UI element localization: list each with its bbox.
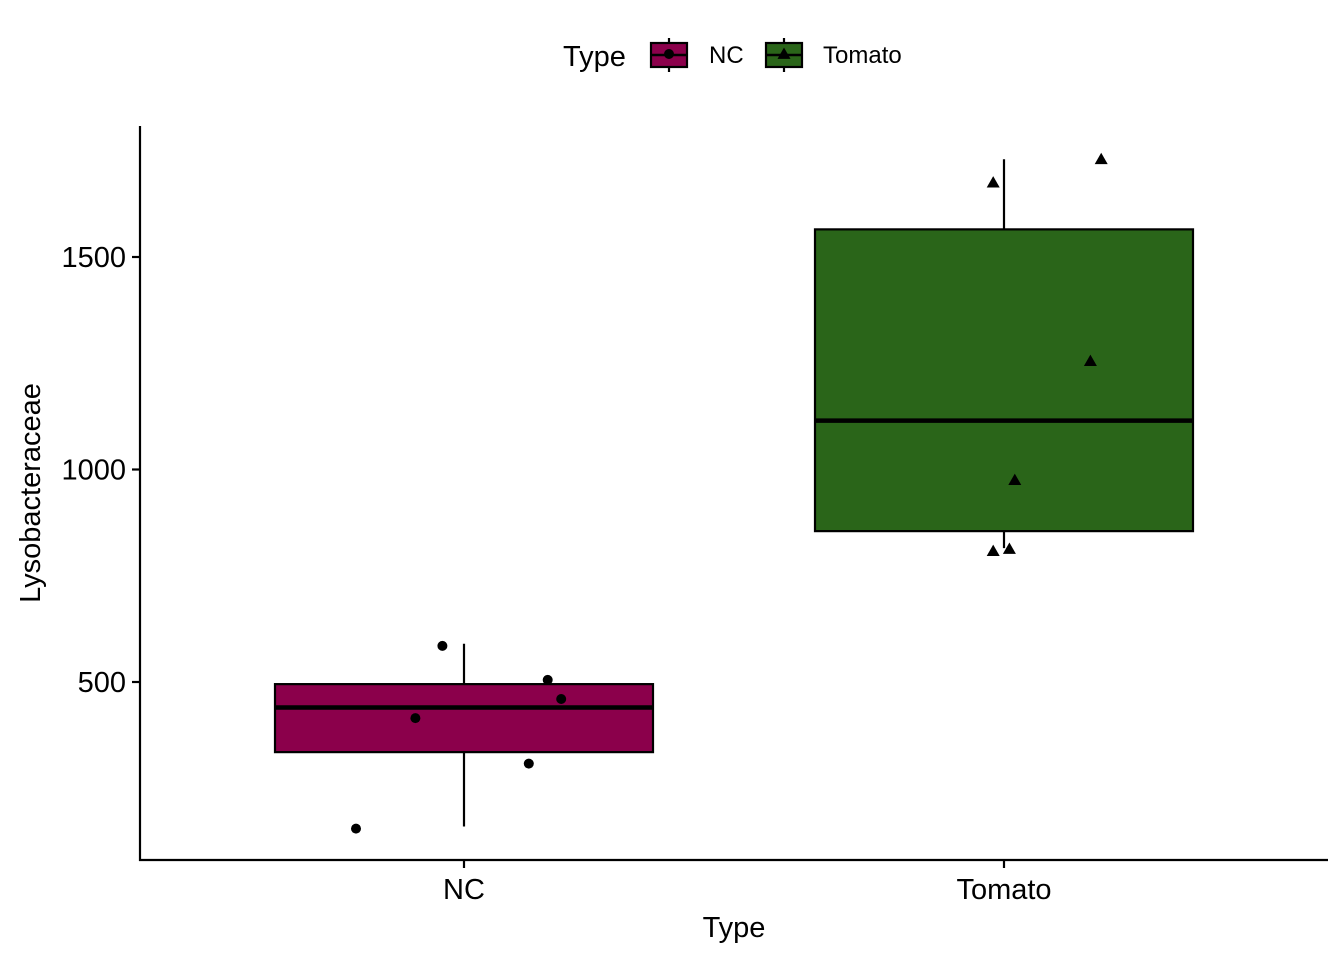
x-tick-label: Tomato (956, 874, 1051, 906)
data-point-nc (542, 674, 553, 685)
data-point-nc (523, 758, 534, 769)
box-tomato (813, 159, 1195, 549)
data-point-tomato (1083, 354, 1097, 366)
data-point-tomato (1094, 152, 1108, 165)
data-point-nc (556, 694, 567, 704)
x-axis-title: Type (703, 912, 766, 944)
legend-label: NC (709, 42, 744, 69)
legend: Type NC Tomato (563, 38, 902, 73)
y-axis-title: Lysobacteraceae (15, 383, 47, 603)
y-tick-label: 1000 (61, 455, 126, 487)
data-point-nc (351, 823, 361, 834)
data-point-tomato (1008, 473, 1022, 485)
box-body (813, 228, 1195, 533)
box-nc (273, 643, 655, 827)
legend-key-marker (777, 47, 791, 59)
legend-entry-tomato: Tomato (764, 38, 902, 72)
legend-entry-nc: NC (649, 38, 744, 72)
data-point-tomato (1002, 542, 1016, 554)
box-body (273, 683, 655, 754)
y-tick-label: 1500 (61, 242, 126, 274)
plot-area (273, 152, 1195, 834)
legend-label: Tomato (823, 42, 902, 69)
legend-title: Type (563, 41, 626, 73)
legend-key-marker (664, 49, 674, 59)
data-point-tomato (986, 176, 1000, 188)
x-tick-label: NC (443, 874, 485, 906)
data-point-tomato (986, 544, 1000, 556)
data-point-nc (410, 713, 421, 724)
axes: 500 1000 1500 NC Tomato Type Lysobacteracea… (15, 126, 1328, 944)
data-point-nc (437, 640, 448, 651)
y-tick-label: 500 (78, 667, 126, 699)
